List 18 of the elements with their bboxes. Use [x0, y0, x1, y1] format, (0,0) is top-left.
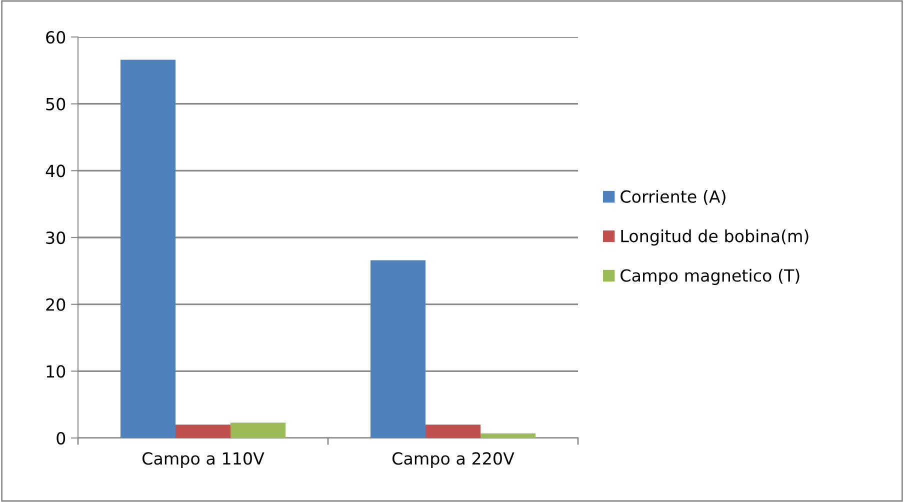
- legend-label: Corriente (A): [620, 190, 726, 205]
- x-tick-label: Campo a 220V: [392, 452, 514, 468]
- y-tick-label: 50: [46, 98, 66, 110]
- y-tick-label: 60: [46, 30, 66, 44]
- bar: [230, 422, 286, 438]
- y-tick-label: 0: [56, 432, 66, 445]
- bar: [176, 424, 230, 438]
- y-tick-label: 40: [46, 164, 66, 178]
- x-tick-label: Campo a 110V: [142, 452, 264, 468]
- legend-label: Campo magnetico (T): [620, 268, 800, 286]
- bar: [426, 424, 480, 438]
- bar: [120, 60, 176, 438]
- legend-label: Longitud de bobina(m): [621, 229, 808, 246]
- bar: [480, 433, 536, 438]
- y-tick-label: 20: [46, 298, 66, 311]
- y-tick-label: 30: [46, 231, 66, 244]
- y-tick-label: 10: [46, 365, 66, 378]
- bar: [370, 260, 426, 438]
